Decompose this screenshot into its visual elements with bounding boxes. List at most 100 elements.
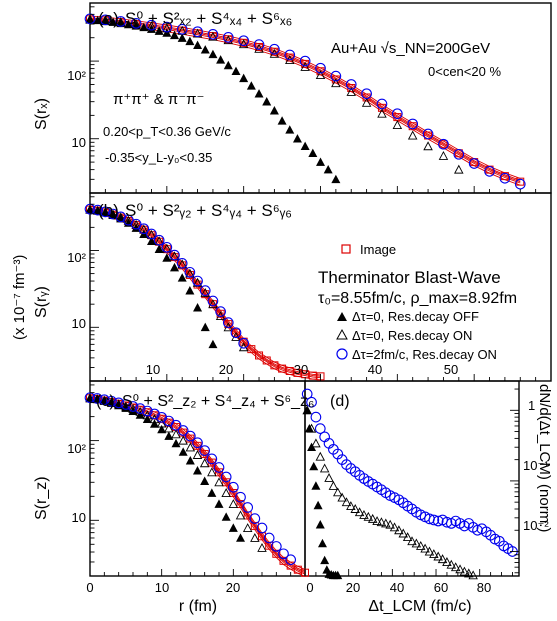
panel-a-centrality: 0<cen<20 % <box>428 64 501 79</box>
panel-a-res-off-point <box>170 30 180 40</box>
panel-c-res-on-2fm-point <box>263 532 275 544</box>
panel-b-res-off-point <box>208 339 218 349</box>
panel-d-res-on-point <box>346 501 356 511</box>
panel-a-res-on-point <box>407 130 418 140</box>
panel-a-res-off-point <box>292 134 302 143</box>
panel-d-res-on-2fm-point <box>319 431 331 443</box>
legend-image-label: Image <box>360 242 396 257</box>
panel-c-res-on-2fm-point <box>235 491 246 503</box>
panel-a-res-on-2fm-point <box>130 18 142 29</box>
panel-a-res-off-point <box>262 97 272 106</box>
panel-a-res-on-point <box>423 141 433 151</box>
panel-a-res-off-point <box>246 81 256 90</box>
panel-a-res-off-point <box>269 106 279 115</box>
panel-c-res-on-2fm-point <box>220 471 232 483</box>
panel-a-res-off-point <box>146 24 156 33</box>
panel-b-res-on-point <box>85 204 95 214</box>
top-axis-tick-20: 20 <box>219 362 233 377</box>
panel-c-ytick-100: 10² <box>67 441 86 456</box>
top-axis-tick-50: 50 <box>444 362 458 377</box>
panel-a-ylabel: S(rₓ) <box>33 98 50 130</box>
panel-b-res-on-2fm-point <box>176 257 188 269</box>
panel-a-res-on-2fm-point <box>453 148 465 160</box>
panel-d-res-on-point <box>333 487 343 497</box>
panel-c-res-on-point <box>185 442 196 452</box>
panel-a-res-on-2fm-point <box>330 70 342 82</box>
axes-ticks <box>89 6 552 577</box>
panel-c-ytick-10: 10 <box>72 510 86 525</box>
panel-a-res-on-point <box>331 78 341 88</box>
panel-c-res-off-point <box>157 424 167 434</box>
panel-b-image-point <box>262 356 271 365</box>
panel-d-xtick-20: 20 <box>346 580 360 595</box>
panel-a-particles: π⁺π⁺ & π⁻π⁻ <box>113 91 204 108</box>
panel-a-res-off-point <box>231 66 241 76</box>
panel-b-res-on-point <box>123 215 134 225</box>
panel-b-res-off-point <box>200 322 210 332</box>
panel-a-res-off-point <box>139 22 149 32</box>
panel-c-res-on-point <box>164 423 174 433</box>
panel-c-res-on-point <box>257 542 267 552</box>
panel-a-res-off-point <box>154 26 164 35</box>
panel-a-image-curve-1 <box>89 20 521 184</box>
panel-b-res-on-2fm-point <box>153 234 165 246</box>
panel-d-res-on-point <box>398 528 409 538</box>
panel-d-res-on-point <box>359 509 369 519</box>
panel-c-image-point <box>215 468 223 477</box>
panel-b-res-on-2fm-point <box>192 275 203 287</box>
panel-c-res-on-point <box>228 499 239 508</box>
panel-d-res-on-point <box>311 438 321 448</box>
panel-c-image-point <box>229 489 238 498</box>
panel-c-res-on-point <box>242 523 253 532</box>
panel-b-res-on-point <box>108 209 118 219</box>
panel-d-res-on-point <box>411 538 422 548</box>
panel-a-res-off-point <box>331 174 341 184</box>
panel-d-res-on-point <box>394 525 404 535</box>
panel-b-image-point <box>278 364 287 373</box>
panel-a-res-on-point <box>315 70 326 80</box>
panel-c-image-point <box>265 541 274 550</box>
panel-a-rapidity: -0.35<y_L-y₀<0.35 <box>105 150 212 165</box>
panel-a-res-on-point <box>300 62 310 71</box>
panel-b-ytick-100: 10² <box>67 250 86 265</box>
panel-a-res-off-point <box>277 116 287 125</box>
panel-c-res-off-point <box>207 488 217 497</box>
panel-c-res-on-2fm-point <box>184 430 196 442</box>
panel-c-res-on-2fm-point <box>285 554 297 566</box>
panel-b-res-on-2fm-point <box>138 223 150 235</box>
panel-c-res-on-2fm-point <box>113 397 125 409</box>
panel-b-res-on-2fm-point <box>230 327 242 339</box>
panel-a-res-on-2fm-point <box>238 35 250 47</box>
panel-d-res-on-point <box>433 551 443 561</box>
panel-d-frame <box>304 380 520 577</box>
panel-a-res-off-point <box>185 36 195 46</box>
panel-c-res-on-point <box>178 435 188 445</box>
panel-c-image-point <box>222 478 231 487</box>
panel-b-res-on-point <box>131 219 141 229</box>
panel-c-res-on-2fm-point <box>192 437 203 449</box>
panel-a-res-on-point <box>377 108 387 118</box>
panel-d-res-on-point <box>337 492 347 502</box>
legend-res-off-label: Δτ=0, Res.decay OFF <box>352 309 479 324</box>
panel-b-image-point <box>308 371 317 380</box>
panel-c-res-on-point <box>214 477 224 487</box>
panel-a-title: (a) <box>98 9 119 28</box>
panel-c-image-point <box>250 521 259 530</box>
panel-a-res-on-2fm-point <box>422 128 434 140</box>
panel-c-res-on-2fm-point <box>249 513 261 524</box>
panel-a-res-on-2fm-point <box>315 62 326 74</box>
legend-res-on-2fm-label: Δτ=2fm/c, Res.decay ON <box>352 347 497 362</box>
legend-res-on-marker <box>336 328 348 340</box>
panel-c-res-off-point <box>214 499 224 508</box>
y-axis-side-label: (x 10⁻⁷ fm⁻³) <box>11 255 28 340</box>
panel-c-image-point <box>279 556 288 565</box>
panel-b-res-on-point <box>115 212 126 222</box>
panel-c-res-off-point <box>178 447 188 456</box>
panel-b-marks <box>84 203 325 381</box>
panel-d-res-on-point <box>389 522 400 532</box>
panel-d-res-on-point <box>315 451 326 461</box>
panel-a-res-on-2fm-point <box>514 178 526 190</box>
panel-c-res-on-2fm-point <box>227 481 239 493</box>
panel-a-res-off-point <box>116 18 126 28</box>
panel-b-res-on-point <box>238 342 249 352</box>
